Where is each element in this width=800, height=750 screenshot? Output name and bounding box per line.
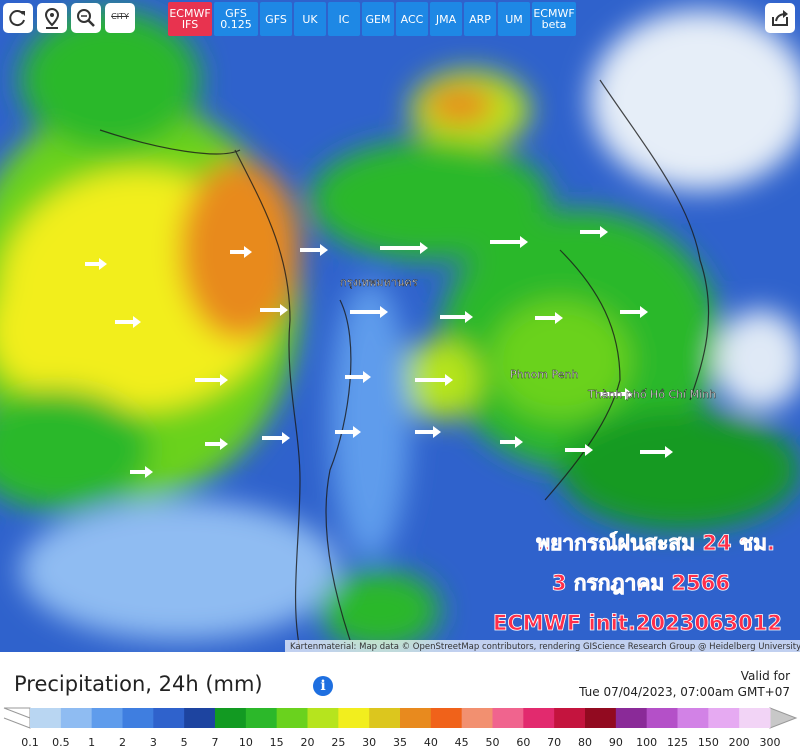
- scale-label: 1: [88, 736, 95, 749]
- model-button[interactable]: IC: [328, 2, 360, 36]
- footer: Precipitation, 24h (mm) i Valid for Tue …: [0, 652, 800, 750]
- scale-swatch: [215, 708, 247, 728]
- scale-swatch: [492, 708, 524, 728]
- scale-swatch: [739, 708, 771, 728]
- scale-arrow-left: [3, 707, 31, 729]
- model-button[interactable]: JMA: [430, 2, 462, 36]
- location-button[interactable]: [37, 3, 67, 33]
- legend-title: Precipitation, 24h (mm): [14, 672, 263, 696]
- info-button[interactable]: i: [313, 676, 333, 696]
- scale-label: 45: [455, 736, 469, 749]
- scale-swatch: [30, 708, 62, 728]
- scale-label: 300: [760, 736, 781, 749]
- place-label: Thành phố Hồ Chí Minh: [587, 388, 716, 401]
- model-button[interactable]: GEM: [362, 2, 394, 36]
- scale-label: 25: [331, 736, 345, 749]
- valid-time: Tue 07/04/2023, 07:00am GMT+07: [579, 685, 790, 699]
- scale-label: 3: [150, 736, 157, 749]
- scale-swatch: [615, 708, 648, 728]
- zoom-button[interactable]: [71, 3, 101, 33]
- scale-swatch: [523, 708, 555, 728]
- scale-swatch: [430, 708, 463, 728]
- model-button[interactable]: GFS 0.125: [214, 2, 258, 36]
- scale-swatch: [554, 708, 586, 728]
- scale-swatch: [122, 708, 154, 728]
- scale-label: 30: [362, 736, 376, 749]
- scale-label: 125: [667, 736, 688, 749]
- scale-label: 5: [181, 736, 188, 749]
- model-button[interactable]: ECMWF beta: [532, 2, 576, 36]
- scale-label: 0.1: [21, 736, 39, 749]
- scale-swatch: [461, 708, 493, 728]
- scale-swatch: [338, 708, 370, 728]
- scale-swatch: [307, 708, 339, 728]
- share-button[interactable]: [765, 3, 795, 33]
- scale-label: 100: [636, 736, 657, 749]
- scale-swatch: [245, 708, 278, 728]
- overlay-line: พยากรณ์ฝนสะสม 24 ชม.: [536, 531, 775, 555]
- color-scale: 0.1 0.5 1 2 3 5 7 10 15 20 25 30 35 40 45 50 60 70 80 90 100…: [3, 707, 798, 749]
- scale-arrow-right: [769, 707, 798, 729]
- overlay-line: 3 กรกฎาคม 2566: [552, 571, 730, 595]
- model-button[interactable]: GFS: [260, 2, 292, 36]
- scale-label: 90: [609, 736, 623, 749]
- scale-label: 60: [516, 736, 530, 749]
- scale-swatch: [400, 708, 432, 728]
- toolbar: CITY ECMWF IFS GFS 0.125 GFS UK IC GEM ACC JMA A…: [0, 0, 800, 40]
- valid-label: Valid for: [740, 669, 790, 683]
- refresh-button[interactable]: [3, 3, 33, 33]
- scale-label: 10: [239, 736, 253, 749]
- overlay-line: ECMWF init.2023063012: [493, 611, 782, 635]
- scale-swatch: [60, 708, 93, 728]
- scale-swatch: [91, 708, 123, 728]
- wind-arrows: [85, 226, 673, 478]
- scale-swatch: [708, 708, 740, 728]
- place-label: กรุงเทพมหานคร: [340, 276, 418, 289]
- scale-label: 40: [424, 736, 438, 749]
- city-button[interactable]: CITY: [105, 3, 135, 33]
- scale-swatch: [646, 708, 678, 728]
- scale-label: 20: [301, 736, 315, 749]
- scale-label: 50: [486, 736, 500, 749]
- model-button[interactable]: ARP: [464, 2, 496, 36]
- model-button[interactable]: ECMWF IFS: [168, 2, 212, 36]
- scale-label: 15: [270, 736, 284, 749]
- scale-label: 200: [729, 736, 750, 749]
- scale-swatch: [585, 708, 617, 728]
- model-button[interactable]: UK: [294, 2, 326, 36]
- scale-label: 150: [698, 736, 719, 749]
- scale-swatch: [369, 708, 401, 728]
- scale-label: 80: [578, 736, 592, 749]
- scale-label: 0.5: [52, 736, 70, 749]
- scale-swatch: [153, 708, 185, 728]
- scale-label: 7: [212, 736, 219, 749]
- place-label: Phnom Penh: [510, 368, 578, 381]
- scale-swatch: [677, 708, 709, 728]
- scale-label: 70: [547, 736, 561, 749]
- model-button[interactable]: UM: [498, 2, 530, 36]
- model-button[interactable]: ACC: [396, 2, 428, 36]
- scale-label: 35: [393, 736, 407, 749]
- attribution: Kartenmaterial: Map data © OpenStreetMap…: [290, 642, 800, 652]
- scale-label: 2: [119, 736, 126, 749]
- scale-swatch: [184, 708, 216, 728]
- map[interactable]: กรุงเทพมหานคร Phnom Penh Thành phố Hồ Ch…: [0, 0, 800, 652]
- scale-swatch: [276, 708, 308, 728]
